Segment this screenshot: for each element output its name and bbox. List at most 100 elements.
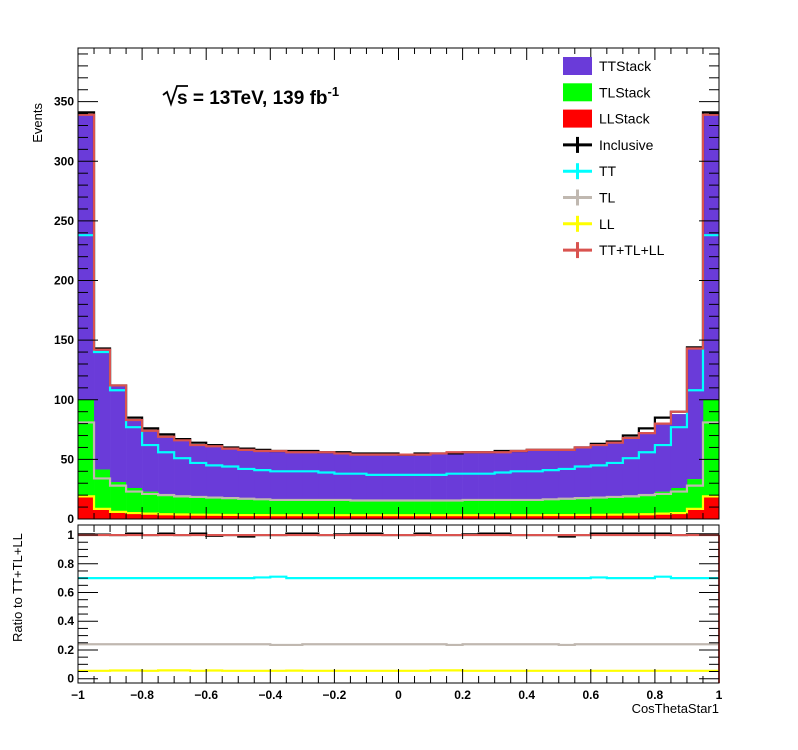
bar-ttstack xyxy=(94,349,111,470)
bar-ttstack xyxy=(190,444,207,497)
bar-ttstack xyxy=(238,449,255,499)
legend-swatch xyxy=(563,83,592,102)
sqrt-symbol xyxy=(162,85,188,107)
bar-ttstack xyxy=(478,452,495,500)
bar-tlstack xyxy=(542,498,560,516)
bar-llstack xyxy=(174,514,191,519)
bar-ttstack xyxy=(542,449,560,499)
x-tick-label: 0.4 xyxy=(518,688,535,702)
main-y-axis-title: Events xyxy=(30,103,45,143)
bar-llstack xyxy=(350,515,367,519)
bar-ttstack xyxy=(558,449,576,499)
legend-item-ll: LL xyxy=(563,215,615,232)
y-tick-label: 250 xyxy=(54,214,74,228)
bar-tlstack xyxy=(334,499,351,516)
bar-llstack xyxy=(558,515,576,519)
y-tick-label: 350 xyxy=(54,95,74,109)
legend-swatch xyxy=(563,57,592,75)
bar-tlstack xyxy=(686,479,704,509)
bar-tlstack xyxy=(126,488,143,514)
bar-llstack xyxy=(398,515,415,519)
bar-tlstack xyxy=(622,495,640,515)
bar-llstack xyxy=(110,511,127,519)
bar-llstack xyxy=(222,514,239,519)
bar-ttstack xyxy=(286,451,303,500)
bar-ttstack xyxy=(302,451,319,500)
bar-tlstack xyxy=(206,496,223,515)
line-tl xyxy=(78,421,719,502)
bar-tlstack xyxy=(590,496,608,515)
bar-llstack xyxy=(158,514,175,519)
legend: TTStack TLStack LLStack Inclusive TT TL LL TT+T… xyxy=(563,57,665,259)
ratio-y-tick-label: 0 xyxy=(67,672,74,686)
bar-llstack xyxy=(430,515,447,519)
bar-ttstack xyxy=(414,454,431,500)
stack-ttstack xyxy=(78,114,720,500)
bar-llstack xyxy=(654,513,672,519)
bar-tlstack xyxy=(94,469,111,509)
bar-llstack xyxy=(190,514,207,519)
bar-llstack xyxy=(462,515,479,519)
bar-tlstack xyxy=(414,499,431,516)
legend-swatch xyxy=(563,109,592,128)
bar-llstack xyxy=(334,515,351,519)
bar-tlstack xyxy=(702,399,720,497)
bar-llstack xyxy=(318,515,335,519)
bar-ttstack xyxy=(606,442,624,497)
bar-tlstack xyxy=(654,491,672,514)
bar-tlstack xyxy=(302,499,319,516)
bar-llstack xyxy=(574,514,592,519)
main-histogram-panel: 0 50 100 150 200 250 300 350 Events s = 13TeV, … xyxy=(30,47,720,526)
bar-ttstack xyxy=(686,347,704,480)
bar-tlstack xyxy=(574,497,592,515)
y-tick-label: 0 xyxy=(67,512,74,526)
bar-ttstack xyxy=(174,440,191,496)
bar-tlstack xyxy=(254,498,271,516)
legend-item-tt-tl-ll: TT+TL+LL xyxy=(563,242,665,259)
ratio-line-tl xyxy=(78,643,719,647)
bar-llstack xyxy=(542,515,560,519)
legend-label: LLStack xyxy=(599,111,651,127)
x-tick-label: −1 xyxy=(71,688,85,702)
bar-ttstack xyxy=(574,446,592,498)
legend-label: TTStack xyxy=(599,58,652,74)
bar-tlstack xyxy=(382,499,399,516)
bar-llstack xyxy=(94,508,111,519)
bar-llstack xyxy=(126,513,143,519)
bar-llstack xyxy=(606,514,624,519)
bar-llstack xyxy=(510,515,528,519)
bar-ttstack xyxy=(78,114,95,400)
bar-llstack xyxy=(286,515,303,519)
ratio-panel: 0 0.2 0.4 0.6 0.8 1 −1 −0.8 −0.6 −0.4 −0.2 0 0.2 0.4… xyxy=(10,524,723,716)
bar-llstack xyxy=(622,514,640,519)
bar-tlstack xyxy=(446,499,463,516)
bar-tlstack xyxy=(270,499,287,516)
x-tick-label: 0.8 xyxy=(647,688,664,702)
ratio-y-tick-label: 1 xyxy=(67,528,74,542)
bar-ttstack xyxy=(590,444,608,497)
ratio-y-axis: 0 0.2 0.4 0.6 0.8 1 xyxy=(57,528,719,686)
bar-tlstack xyxy=(110,482,127,512)
legend-label: TT xyxy=(599,163,617,179)
line-ll xyxy=(78,495,719,517)
main-x-ticks xyxy=(77,48,720,519)
legend-item-ttstack: TTStack xyxy=(563,57,652,75)
bar-tlstack xyxy=(318,499,335,516)
bar-ttstack xyxy=(222,448,239,498)
bar-ttstack xyxy=(446,452,463,500)
bar-tlstack xyxy=(190,496,207,515)
energy-label: s = 13TeV, 139 fb-1 xyxy=(177,84,339,109)
ratio-y-tick-label: 0.4 xyxy=(57,614,74,628)
overlay-step-lines xyxy=(78,111,719,517)
stack-llstack xyxy=(78,496,720,519)
bar-ttstack xyxy=(702,114,720,400)
bar-ttstack xyxy=(494,451,511,500)
bar-tlstack xyxy=(558,498,576,516)
bar-ttstack xyxy=(430,453,447,500)
legend-item-llstack: LLStack xyxy=(563,109,651,128)
bar-tlstack xyxy=(638,493,656,515)
ratio-line-tt xyxy=(78,575,719,580)
ratio-x-axis: −1 −0.8 −0.6 −0.4 −0.2 0 0.2 0.4 0.6 0.8 1 xyxy=(71,525,723,702)
bar-ttstack xyxy=(382,454,399,500)
bar-tlstack xyxy=(366,499,383,516)
